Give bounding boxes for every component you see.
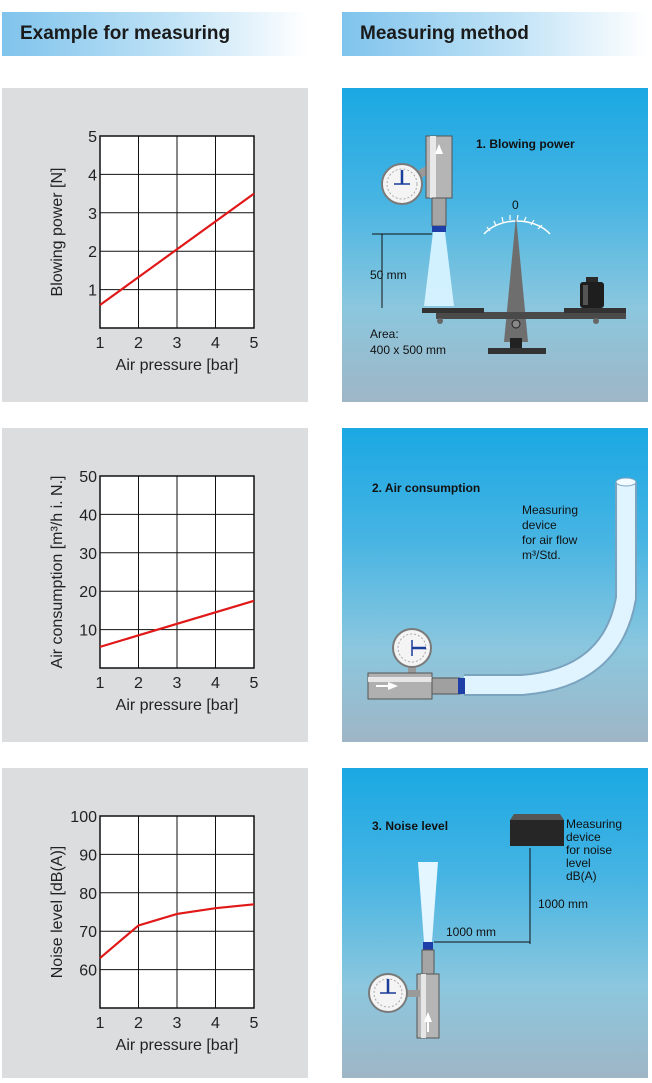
- x-tick-label: 5: [250, 675, 259, 692]
- y-tick-label: 20: [79, 584, 97, 601]
- flow-tube-icon: [464, 477, 637, 696]
- scale-arc: [483, 220, 551, 235]
- air-jet: [424, 232, 454, 306]
- y-tick-label: 10: [79, 623, 97, 640]
- x-tick-label: 1: [96, 1015, 105, 1032]
- y-tick-label: 40: [79, 507, 97, 524]
- x-axis-label: Air pressure [bar]: [116, 357, 239, 374]
- air-jet: [418, 862, 438, 942]
- x-tick-label: 1: [96, 335, 105, 352]
- x-tick-label: 4: [211, 335, 220, 352]
- chart-blowing-power: 1 2 3 4 5 1 2 3 4 5 Air pressure [bar] Blowing powe…: [49, 129, 259, 374]
- vertical-distance-label: 1000 mm: [538, 897, 588, 911]
- plot-frame: [99, 815, 255, 1009]
- chart-noise-level: 1 2 3 4 5 60 70 80 90 100 Air pressure [bar] Noise …: [49, 809, 259, 1054]
- y-tick-label: 50: [79, 469, 97, 486]
- blowing-power-illustration: 1. Blowing power 50 mm 0: [370, 135, 626, 357]
- noise-device-line-2: device: [566, 830, 601, 844]
- noise-device-line-5: dB(A): [566, 869, 597, 883]
- air-device-line-4: m³/Std.: [522, 548, 561, 562]
- method-panel-blowing-power: 1. Blowing power 50 mm 0: [342, 88, 648, 402]
- y-axis-label: Noise level [dB(A)]: [49, 846, 66, 979]
- y-tick-label: 3: [88, 206, 97, 223]
- blowing-power-title: 1. Blowing power: [476, 137, 575, 151]
- x-tick-label: 3: [173, 675, 182, 692]
- x-tick-label: 5: [250, 335, 259, 352]
- y-tick-label: 90: [79, 847, 97, 864]
- horizontal-distance-label: 1000 mm: [446, 925, 496, 939]
- noise-meter-icon: [510, 814, 564, 846]
- x-tick-label: 2: [134, 675, 143, 692]
- pressure-gauge-icon: [368, 973, 420, 1013]
- noise-device-text: Measuring device for noise level dB(A): [566, 817, 625, 883]
- series-line: [99, 599, 255, 648]
- method-panel-air-consumption: 2. Air consumption Measuring device for …: [342, 428, 648, 742]
- nozzle-icon: [367, 672, 465, 700]
- y-tick-label: 70: [79, 924, 97, 941]
- x-tick-label: 3: [173, 335, 182, 352]
- chart-panel-air-consumption: 1 2 3 4 5 10 20 30 40 50 Air pressure [bar] Air con…: [2, 428, 308, 742]
- weight-icon: [580, 277, 604, 308]
- y-tick-label: 30: [79, 546, 97, 563]
- x-tick-label: 4: [211, 1015, 220, 1032]
- air-device-line-3: for air flow: [522, 533, 578, 547]
- y-tick-label: 5: [88, 129, 97, 146]
- plot-frame: [99, 475, 255, 669]
- noise-level-title: 3. Noise level: [372, 819, 448, 833]
- noise-device-line-4: level: [566, 856, 591, 870]
- y-tick-label: 60: [79, 963, 97, 980]
- nozzle-icon: [416, 942, 440, 1039]
- chart-air-consumption: 1 2 3 4 5 10 20 30 40 50 Air pressure [bar] Air con…: [49, 469, 259, 714]
- x-tick-label: 1: [96, 675, 105, 692]
- air-consumption-title: 2. Air consumption: [372, 481, 480, 495]
- header-measuring-method: Measuring method: [342, 12, 648, 56]
- series-line: [99, 192, 255, 306]
- y-tick-label: 1: [88, 283, 97, 300]
- y-tick-label: 100: [70, 809, 97, 826]
- air-device-line-1: Measuring: [522, 503, 578, 517]
- distance-label: 50 mm: [370, 268, 407, 282]
- x-tick-label: 2: [134, 1015, 143, 1032]
- pressure-gauge-icon: [392, 628, 432, 676]
- method-panel-noise-level: 3. Noise level Measuring device for nois…: [342, 768, 648, 1078]
- noise-device-line-1: Measuring: [566, 817, 622, 831]
- chart-panel-blowing-power: 1 2 3 4 5 1 2 3 4 5 Air pressure [bar] Blowing powe…: [2, 88, 308, 402]
- plot-frame: [99, 135, 255, 329]
- y-axis-label: Blowing power [N]: [49, 168, 66, 297]
- scale-ticks: [486, 214, 543, 232]
- y-tick-label: 4: [88, 167, 97, 184]
- series-line: [99, 903, 255, 959]
- y-tick-label: 80: [79, 886, 97, 903]
- header-example-for-measuring: Example for measuring: [2, 12, 308, 56]
- area-label: Area:: [370, 327, 399, 341]
- air-device-line-2: device: [522, 518, 557, 532]
- x-tick-label: 5: [250, 1015, 259, 1032]
- x-axis-label: Air pressure [bar]: [116, 1037, 239, 1054]
- chart-panel-noise-level: 1 2 3 4 5 60 70 80 90 100 Air pressure [bar] Noise …: [2, 768, 308, 1078]
- y-axis-label: Air consumption [m³/h i. N.]: [49, 476, 66, 669]
- y-tick-label: 2: [88, 244, 97, 261]
- x-tick-label: 2: [134, 335, 143, 352]
- scale-zero-label: 0: [512, 198, 519, 212]
- noise-device-line-3: for noise: [566, 843, 612, 857]
- noise-level-illustration: 3. Noise level Measuring device for nois…: [368, 814, 625, 1039]
- area-value: 400 x 500 mm: [370, 343, 446, 357]
- air-device-text: Measuring device for air flow m³/Std.: [522, 503, 581, 562]
- x-tick-label: 4: [211, 675, 220, 692]
- x-tick-label: 3: [173, 1015, 182, 1032]
- nozzle-icon: [425, 135, 453, 232]
- balance-scale-icon: [422, 216, 626, 354]
- x-axis-label: Air pressure [bar]: [116, 697, 239, 714]
- air-consumption-illustration: 2. Air consumption Measuring device for …: [367, 477, 637, 700]
